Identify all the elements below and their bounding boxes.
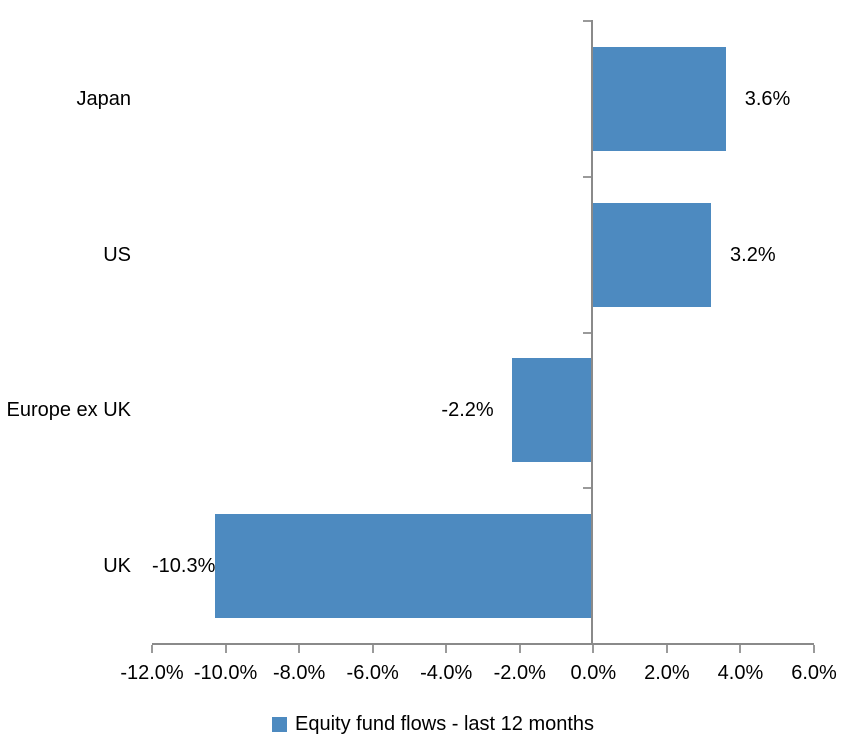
- x-axis-tick: [151, 645, 153, 653]
- y-axis-tick: [583, 175, 592, 178]
- x-axis-tick: [739, 645, 742, 653]
- bar: [593, 202, 712, 307]
- x-axis-line: [152, 643, 814, 645]
- bar: [512, 358, 594, 463]
- bar: [593, 46, 726, 151]
- value-label: 3.6%: [744, 87, 791, 110]
- x-axis-tick: [592, 645, 595, 653]
- x-axis-tick: [371, 645, 374, 653]
- legend-label: Equity fund flows - last 12 months: [295, 713, 595, 735]
- x-tick-label: 2.0%: [644, 662, 690, 684]
- category-label: US: [103, 243, 131, 266]
- category-label: UK: [103, 555, 131, 578]
- value-label: 3.2%: [730, 243, 776, 266]
- legend: Equity fund flows - last 12 months: [272, 712, 594, 736]
- x-tick-label: -10.0%: [193, 662, 258, 684]
- category-label: Japan: [76, 87, 132, 110]
- y-axis-line: [591, 20, 594, 644]
- x-tick-label: -2.0%: [493, 662, 546, 684]
- x-tick-label: -8.0%: [272, 662, 326, 684]
- y-axis-tick: [583, 20, 592, 22]
- category-label: Europe ex UK: [6, 399, 131, 422]
- y-axis-tick: [583, 487, 592, 490]
- value-label: -10.3%: [152, 555, 216, 578]
- x-tick-label: 6.0%: [791, 662, 837, 684]
- x-axis-tick: [445, 645, 448, 653]
- value-label: -2.2%: [441, 399, 494, 422]
- x-axis-tick: [224, 645, 227, 653]
- x-tick-label: 0.0%: [570, 662, 617, 684]
- x-axis-tick: [665, 645, 668, 653]
- x-tick-label: -12.0%: [120, 662, 184, 684]
- y-axis-tick: [583, 331, 592, 334]
- x-axis-tick: [813, 645, 815, 653]
- x-axis-tick: [518, 645, 521, 653]
- x-tick-label: 4.0%: [717, 662, 764, 684]
- x-tick-label: -4.0%: [420, 662, 473, 684]
- legend-swatch-icon: [272, 716, 287, 732]
- bar: [214, 514, 594, 619]
- x-axis-tick: [298, 645, 301, 653]
- x-tick-label: -6.0%: [346, 662, 399, 684]
